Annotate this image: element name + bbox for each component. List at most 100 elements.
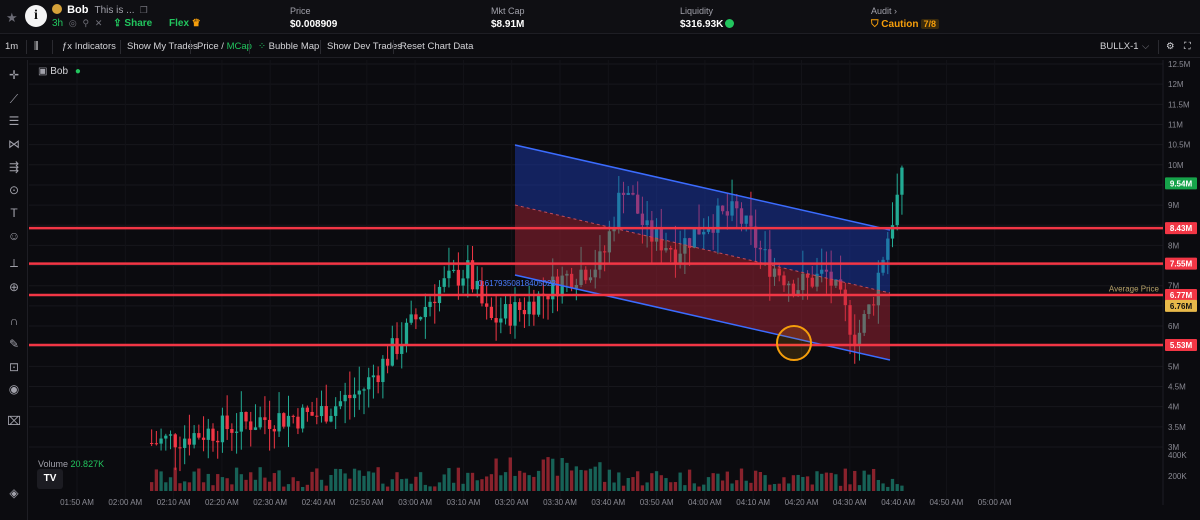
candle-body xyxy=(206,428,210,440)
price-toggle-label: Price xyxy=(197,41,219,52)
x-tick-label: 03:40 AM xyxy=(591,498,625,507)
candle-type-icon[interactable]: ⫼ xyxy=(34,41,39,52)
eye-icon[interactable]: ◉ xyxy=(8,382,20,396)
volume-bar xyxy=(154,469,159,491)
candle-body xyxy=(267,419,272,429)
audit-stat[interactable]: Audit › ⛉ Caution 7/8 xyxy=(871,6,940,30)
candle-body xyxy=(518,302,522,310)
show-my-trades-button[interactable]: Show My Trades xyxy=(127,41,198,52)
trendline-icon[interactable]: ⟋ xyxy=(9,92,19,106)
candle-body xyxy=(612,228,616,232)
x-icon[interactable]: ✕ xyxy=(94,18,103,28)
globe-icon[interactable]: ◎ xyxy=(68,18,77,28)
bubble-map-button[interactable]: ⁘ Bubble Map xyxy=(258,41,319,52)
lock-icon[interactable]: ⊡ xyxy=(8,360,20,374)
volume-legend: Volume 20.827K xyxy=(38,459,104,469)
candle-body xyxy=(475,280,479,290)
trophy-icon: ♛ xyxy=(191,18,201,29)
ruler-icon[interactable]: ⟂ xyxy=(9,256,18,270)
shield-icon: ⛉ xyxy=(871,19,879,30)
volume-bar xyxy=(216,474,220,491)
pencil-lock-icon[interactable]: ✎ xyxy=(8,337,20,351)
liquidity-label: Liquidity xyxy=(680,6,714,16)
volume-bar xyxy=(612,482,616,491)
volume-bar xyxy=(824,472,829,491)
candle-body xyxy=(239,412,243,432)
volume-bar xyxy=(716,473,720,491)
zoom-icon[interactable]: ⊕ xyxy=(8,280,20,294)
candle-body xyxy=(801,273,805,291)
fib-mid-line[interactable] xyxy=(514,204,891,294)
candle-body xyxy=(400,344,404,354)
volume-bar xyxy=(220,477,225,491)
audit-status: Caution xyxy=(881,19,919,30)
volume-bar xyxy=(352,468,357,491)
level-price-tag xyxy=(1165,222,1197,235)
x-tick-label: 02:00 AM xyxy=(108,498,142,507)
candle-body xyxy=(485,303,489,307)
flex-button[interactable]: Flex ♛ xyxy=(169,18,201,29)
fib-retracement-icon[interactable]: ☰ xyxy=(8,114,20,128)
volume-bar xyxy=(522,472,527,491)
y-tick-label: 11.5M xyxy=(1168,100,1190,109)
indicators-button[interactable]: ƒx Indicators xyxy=(62,41,116,52)
divider xyxy=(26,40,27,54)
volume-bar xyxy=(551,458,555,491)
show-dev-trades-button[interactable]: Show Dev Trades xyxy=(327,41,402,52)
fib-zone-lower[interactable] xyxy=(515,205,890,360)
candle-body xyxy=(631,192,635,195)
candle-body xyxy=(777,268,781,276)
copy-icon[interactable]: ❐ xyxy=(139,5,148,15)
text-icon[interactable]: T xyxy=(10,206,18,220)
interval-button[interactable]: 1m xyxy=(5,41,19,52)
highlight-circle[interactable] xyxy=(776,325,812,361)
exchange-select[interactable]: BULLX-1 xyxy=(1100,41,1139,52)
link-icon[interactable]: ⚲ xyxy=(82,18,90,28)
x-tick-label: 04:20 AM xyxy=(785,498,819,507)
magnet-icon[interactable]: ∩ xyxy=(9,314,19,328)
y-tick-label: 9M xyxy=(1168,201,1179,210)
volume-bar xyxy=(848,484,852,491)
brush-icon[interactable]: ⊙ xyxy=(8,183,20,197)
fullscreen-icon[interactable]: ⛶ xyxy=(1184,41,1191,52)
candle-body xyxy=(357,390,361,395)
level-price-tag-text: 8.43M xyxy=(1170,224,1193,233)
star-icon[interactable]: ★ xyxy=(6,10,18,25)
tradingview-logo[interactable]: TV xyxy=(37,469,63,489)
candle-body xyxy=(867,304,871,315)
pattern-icon[interactable]: ⋈ xyxy=(8,137,20,151)
volume-bar xyxy=(508,457,512,491)
forecast-icon[interactable]: ⇶ xyxy=(8,160,20,174)
price-chart[interactable]: 0.6179350818405022 Average Price 12.5M 12M… xyxy=(29,60,1200,520)
volume-bar xyxy=(900,485,904,491)
candle-body xyxy=(348,394,352,399)
fib-zone-upper[interactable] xyxy=(515,145,890,293)
volume-bar xyxy=(437,482,442,491)
divider xyxy=(320,40,321,54)
volume-bar xyxy=(187,482,192,491)
volume-bar xyxy=(395,472,399,491)
emoji-icon[interactable]: ☺ xyxy=(7,229,21,243)
audit-score: 7/8 xyxy=(920,19,940,29)
token-avatar[interactable]: i xyxy=(25,5,47,27)
chart-canvas[interactable]: 0.6179350818405022 Average Price 12.5M 12M… xyxy=(29,60,1200,520)
chart-settings-icon[interactable]: ▣ xyxy=(38,66,48,77)
reset-chart-button[interactable]: Reset Chart Data xyxy=(400,41,474,52)
chevron-down-icon[interactable]: ⌵ xyxy=(1142,41,1150,52)
crosshair-icon[interactable]: ✛ xyxy=(8,68,20,82)
price-mcap-toggle[interactable]: Price / MCap xyxy=(197,41,252,52)
trash-icon[interactable]: ⌧ xyxy=(7,414,21,428)
settings-icon[interactable]: ⚙ xyxy=(1166,41,1175,52)
divider xyxy=(52,40,53,54)
channel-top-line[interactable] xyxy=(514,144,891,231)
volume-bar xyxy=(565,462,569,491)
average-price-label: Average Price xyxy=(1109,284,1160,293)
layers-icon[interactable]: ◈ xyxy=(9,486,19,500)
volume-bar xyxy=(470,472,475,491)
volume-bar xyxy=(560,458,564,491)
x-tick-label: 01:50 AM xyxy=(60,498,94,507)
share-button[interactable]: ⇪ Share xyxy=(113,18,153,29)
volume-bar xyxy=(183,481,187,491)
volume-bar xyxy=(702,484,706,491)
volume-bar xyxy=(456,467,461,491)
